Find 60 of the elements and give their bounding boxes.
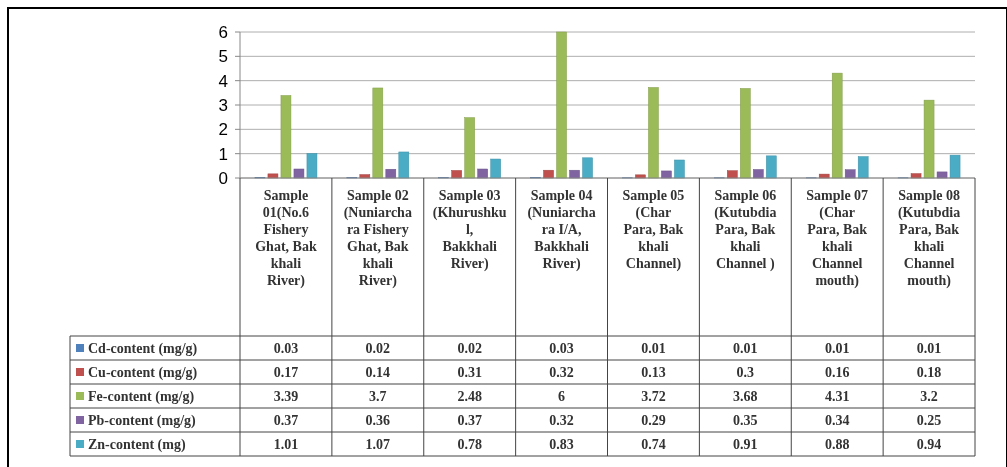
data-label: 0.16: [824, 364, 850, 380]
data-label: 0.37: [273, 412, 299, 428]
x-tick-label: Sample 03 (Khurushkul, Bakkhali River): [432, 188, 507, 272]
data-label: 0.01: [641, 340, 666, 356]
data-label: 0.78: [457, 436, 482, 452]
x-tick-label: Sample 02 (Nuniarchara Fishery Ghat, Bak khali River): [343, 188, 412, 289]
legend-label: Zn-content (mg): [88, 436, 186, 453]
data-label: 0.3: [736, 364, 755, 380]
data-label: 3.68: [733, 388, 758, 404]
data-label: 3.39: [273, 388, 299, 404]
data-label: 0.31: [457, 364, 482, 380]
y-tick-label: 3: [218, 95, 228, 115]
y-tick-label: 0: [218, 168, 228, 188]
data-label: 0.34: [824, 412, 850, 428]
y-tick-label: 4: [218, 71, 228, 91]
data-label: 0.02: [365, 340, 391, 356]
x-tick-label: Sample 05 (Char Para, Bak khali Channel): [622, 188, 685, 272]
x-tick-label: Sample 04 (Nuniarchara I/A, Bakkhali River): [527, 188, 596, 272]
data-label: 0.36: [365, 412, 391, 428]
data-label: 1.01: [273, 436, 299, 452]
data-label: 3.7: [369, 388, 387, 404]
data-label: 0.02: [457, 340, 482, 356]
data-label: 0.18: [916, 364, 942, 380]
y-tick-label: 2: [218, 120, 228, 140]
y-tick-label: 1: [218, 144, 228, 164]
data-label: 0.91: [733, 436, 758, 452]
data-label: 0.17: [273, 364, 299, 380]
data-label: 2.48: [457, 388, 482, 404]
data-label: 0.01: [824, 340, 850, 356]
data-label: 3.72: [641, 388, 666, 404]
data-label: 0.01: [916, 340, 942, 356]
y-tick-label: 5: [218, 47, 228, 67]
data-label: 1.07: [365, 436, 391, 452]
data-label: 3.2: [920, 388, 938, 404]
data-label: 0.35: [733, 412, 758, 428]
data-label: 0.13: [641, 364, 666, 380]
data-label: 4.31: [824, 388, 850, 404]
data-label: 0.74: [641, 436, 666, 452]
x-tick-label: Sample 07 (Char Para, Bak khali Channel mouth): [806, 188, 869, 289]
data-label: 0.83: [549, 436, 574, 452]
data-label: 0.03: [273, 340, 299, 356]
x-tick-label: Sample 01(No.6 Fishery Ghat, Bak khali River): [255, 188, 317, 289]
legend-label: Fe-content (mg/g): [88, 388, 195, 405]
data-label: 0.03: [549, 340, 574, 356]
data-label: 0.37: [457, 412, 482, 428]
data-label: 0.14: [365, 364, 391, 380]
legend-label: Cu-content (mg/g): [88, 364, 198, 381]
data-label: 0.32: [549, 364, 574, 380]
x-tick-label: Sample 06 (Kutubdia Para, Bak khali Channel ): [714, 188, 777, 272]
y-tick-label: 6: [218, 22, 228, 42]
legend-label: Cd-content (mg/g): [88, 340, 198, 357]
data-label: 0.25: [916, 412, 942, 428]
data-label: 0.88: [824, 436, 850, 452]
data-label: 0.29: [641, 412, 666, 428]
legend-label: Pb-content (mg/g): [88, 412, 197, 429]
data-label: 6: [558, 388, 566, 404]
data-label: 0.32: [549, 412, 574, 428]
data-label: 0.01: [733, 340, 758, 356]
x-tick-label: Sample 08 (Kutubdia Para, Bak khali Channel mouth): [897, 188, 961, 289]
data-label: 0.94: [916, 436, 942, 452]
